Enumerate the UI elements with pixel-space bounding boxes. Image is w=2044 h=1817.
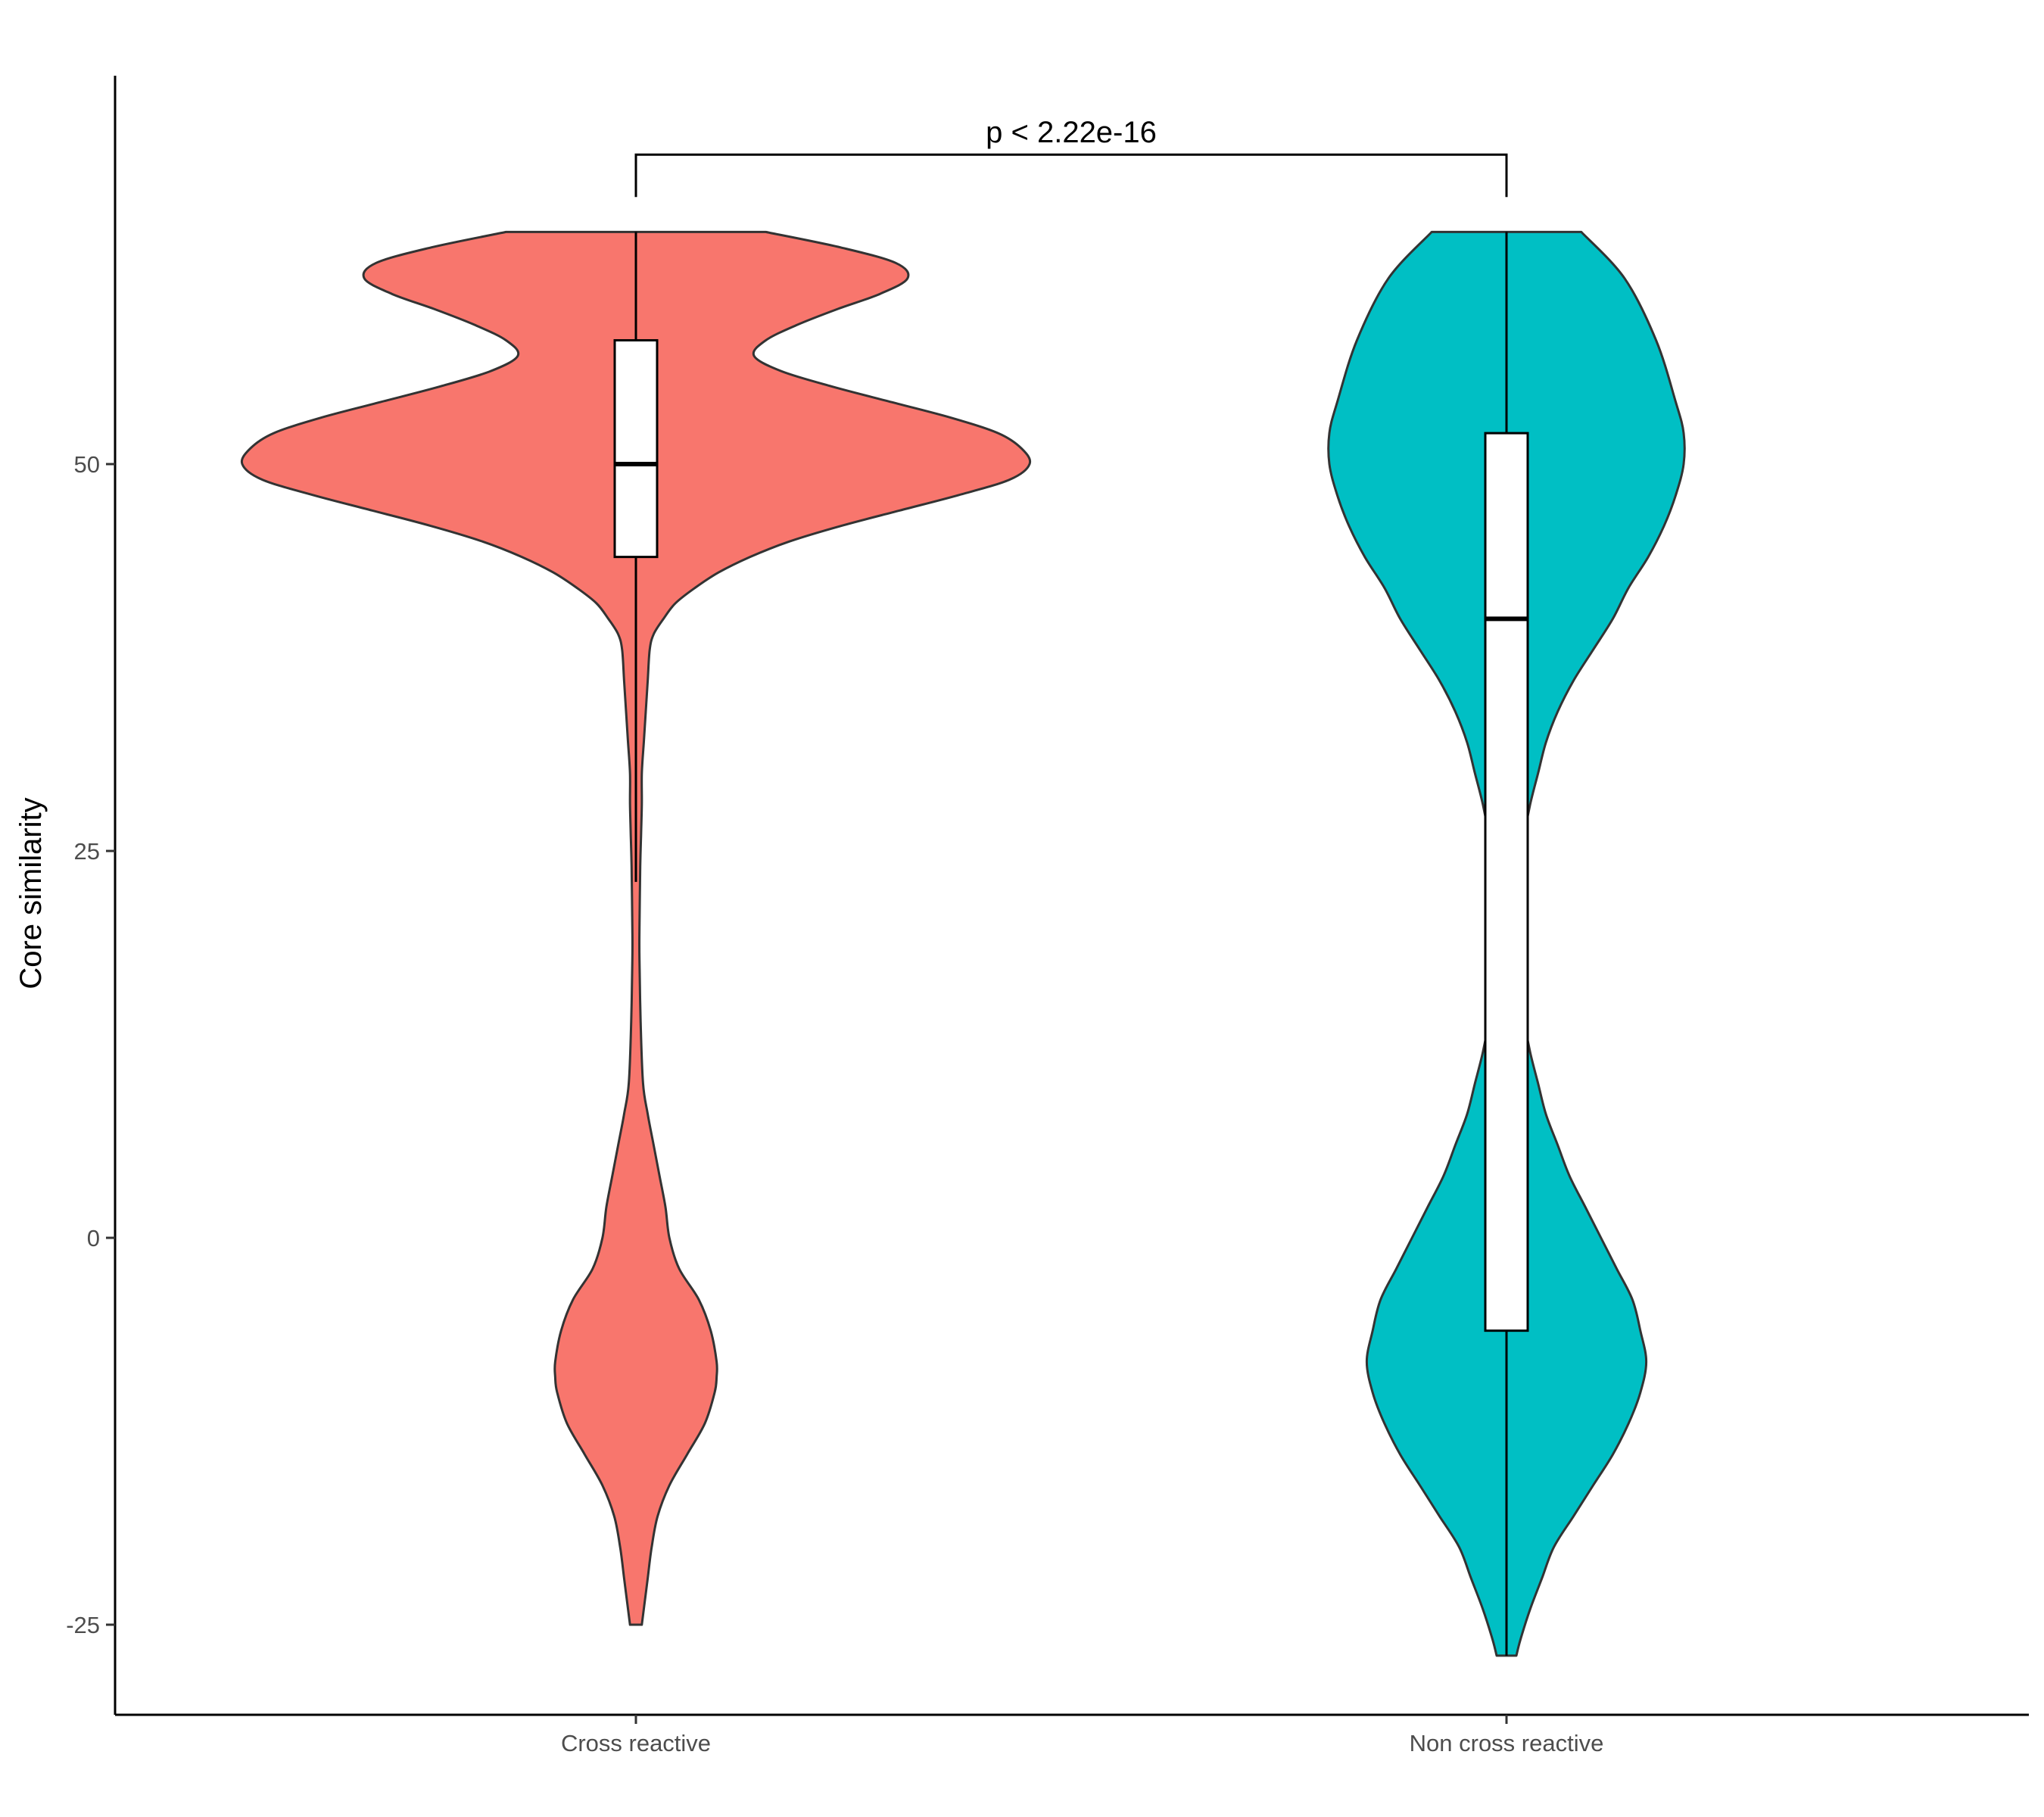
boxplots-layer <box>613 232 1529 1656</box>
x-tick-label: Non cross reactive <box>1410 1730 1604 1756</box>
y-tick-label: -25 <box>66 1612 100 1638</box>
p-value-label: p < 2.22e-16 <box>986 116 1157 149</box>
x-ticks: Cross reactive Non cross reactive <box>561 1715 1603 1756</box>
axes-layer <box>114 76 2029 1716</box>
x-tick-label: Cross reactive <box>561 1730 711 1756</box>
y-axis-title: Core similarity <box>14 797 48 989</box>
y-tick-label: 50 <box>74 451 100 478</box>
comparison-bracket-line <box>634 153 1508 198</box>
boxplot-box <box>1484 432 1529 1332</box>
boxplot-box <box>613 338 659 559</box>
y-ticks: -25 0 25 50 <box>66 451 115 1638</box>
violin-cross-reactive <box>240 230 1032 1626</box>
comparison-bracket: p < 2.22e-16 <box>634 116 1508 198</box>
y-tick-label: 0 <box>87 1225 100 1251</box>
violins-layer <box>240 230 1686 1657</box>
y-tick-label: 25 <box>74 838 100 865</box>
